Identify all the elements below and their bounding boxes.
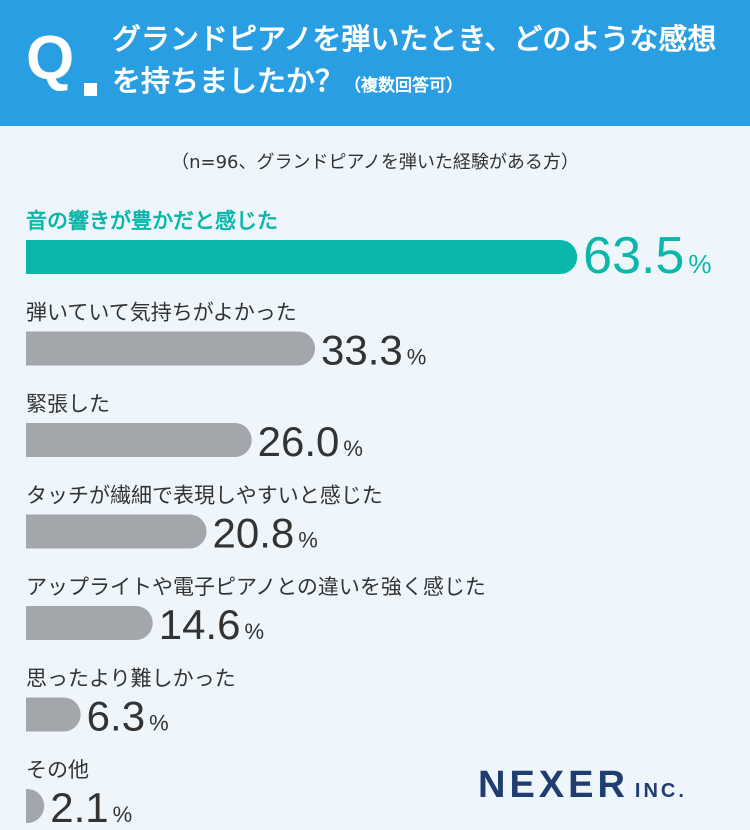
logo-name: NEXER bbox=[478, 764, 629, 806]
nexer-logo: NEXER INC. bbox=[478, 764, 687, 807]
sample-note: （n=96、グランドピアノを弾いた経験がある方） bbox=[171, 152, 579, 173]
bar bbox=[26, 331, 316, 366]
bar bbox=[26, 606, 153, 640]
category-label: アップライトや電子ピアノとの違いを強く感じた bbox=[26, 575, 486, 599]
category-label: 弾いていて気持ちがよかった bbox=[26, 301, 297, 325]
question-note: （複数回答可） bbox=[344, 76, 464, 96]
bar bbox=[26, 240, 578, 274]
bar bbox=[26, 697, 81, 732]
category-label: タッチが繊細で表現しやすいと感じた bbox=[26, 484, 383, 508]
value-label: 26.0% bbox=[258, 418, 363, 465]
question-header: Q グランドピアノを弾いたとき、どのような感想を持ちましたか？（複数回答可） bbox=[0, 0, 750, 126]
value-label: 20.8% bbox=[213, 510, 318, 557]
value-label: 63.5% bbox=[583, 227, 711, 285]
logo-suffix: INC. bbox=[634, 780, 687, 802]
bar bbox=[26, 514, 207, 549]
question-text: グランドピアノを弾いたとき、どのような感想を持ちましたか？（複数回答可） bbox=[112, 18, 732, 107]
q-mark: Q bbox=[26, 24, 75, 93]
category-label: 緊張した bbox=[26, 392, 110, 416]
value-label: 2.1% bbox=[50, 784, 132, 830]
question-main: グランドピアノを弾いたとき、どのような感想を持ちましたか？ bbox=[112, 22, 717, 98]
bar bbox=[26, 423, 252, 457]
value-label: 6.3% bbox=[87, 693, 169, 740]
q-dot bbox=[84, 83, 97, 96]
category-label: 思ったより難しかった bbox=[26, 667, 236, 691]
value-label: 33.3% bbox=[321, 327, 426, 374]
value-label: 14.6% bbox=[159, 601, 264, 648]
category-label: その他 bbox=[26, 758, 89, 782]
category-label: 音の響きが豊かだと感じた bbox=[26, 209, 278, 233]
bar bbox=[26, 789, 45, 823]
